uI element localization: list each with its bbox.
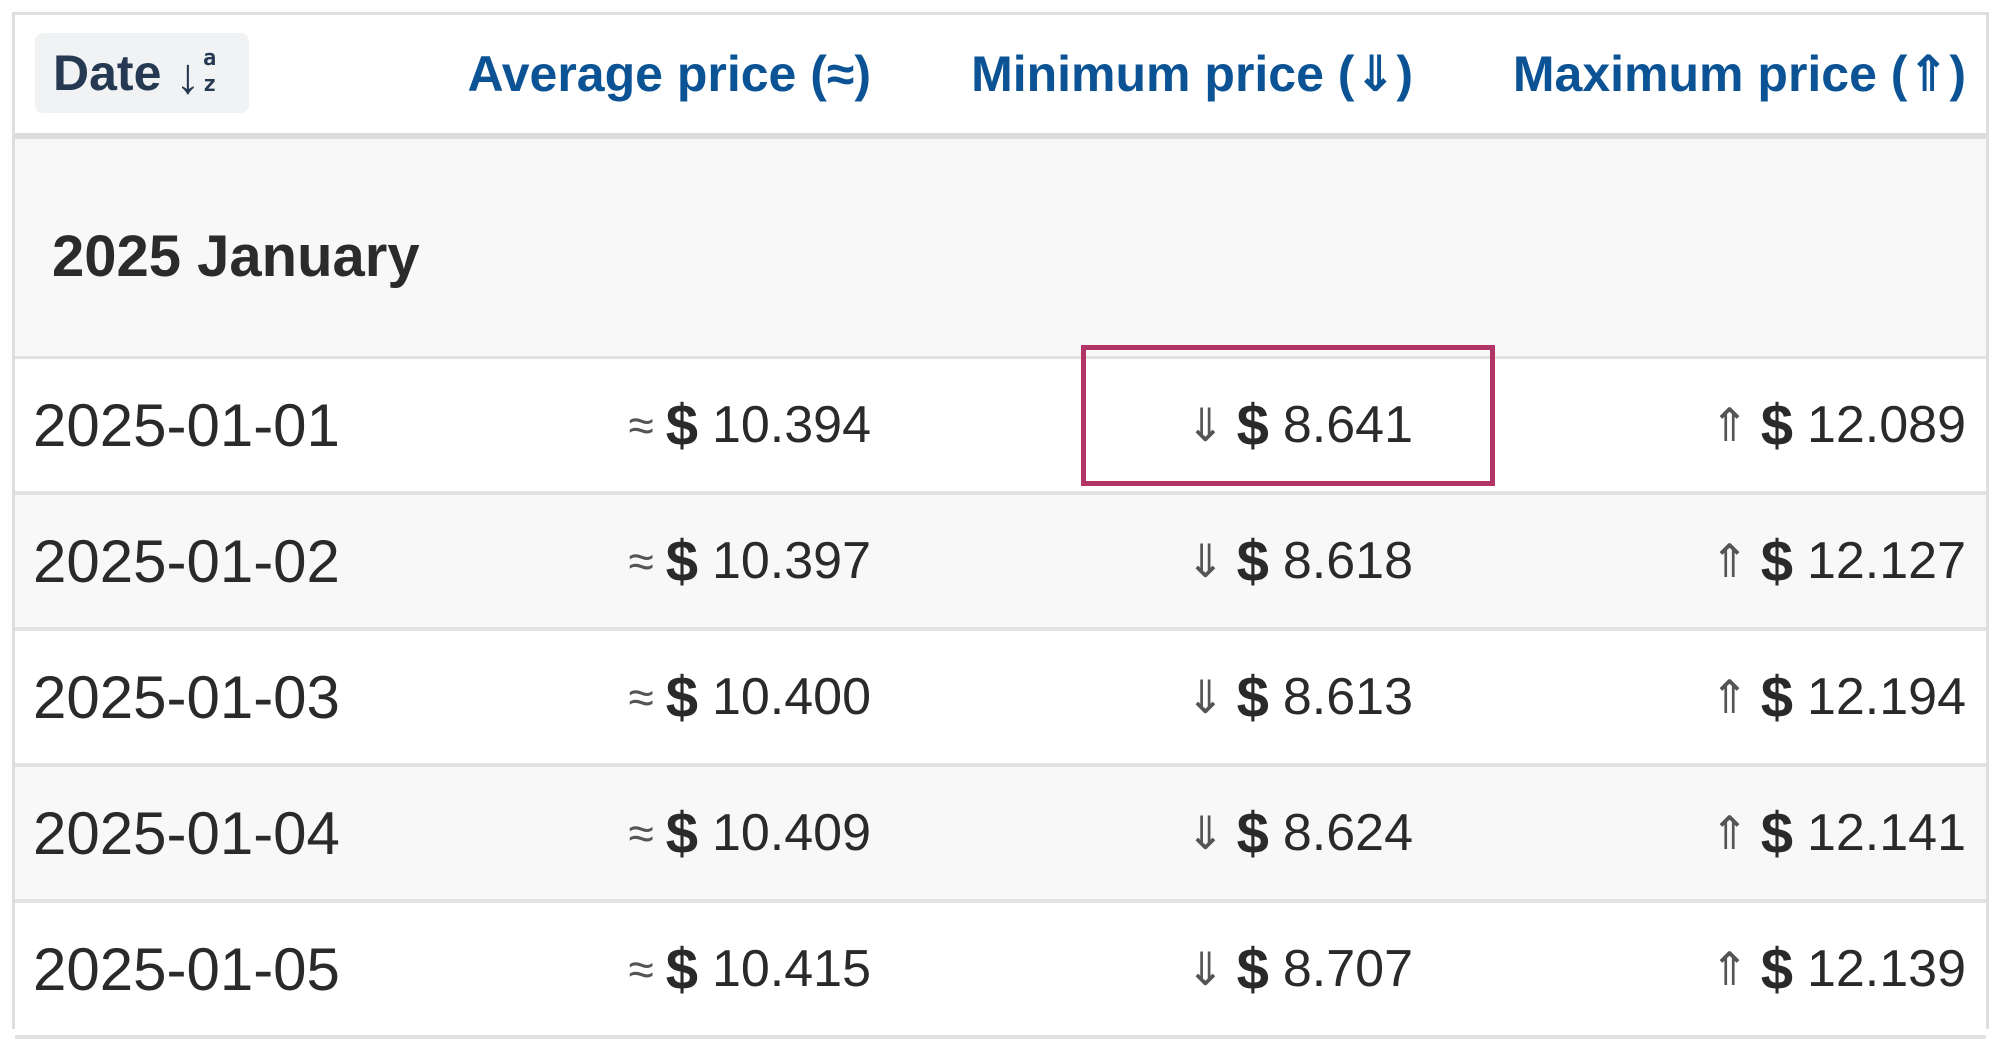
maximum-price-cell: ⇑ $12.139: [1710, 903, 1966, 1035]
date-value: 2025-01-02: [33, 527, 340, 595]
double-down-arrow-icon: ⇓: [1186, 671, 1225, 723]
date-value: 2025-01-01: [33, 391, 340, 459]
currency-symbol: $: [665, 392, 698, 458]
currency-symbol: $: [1760, 664, 1793, 730]
minimum-price-cell: ⇓ $8.613: [1186, 631, 1413, 763]
maximum-price-cell-value: 12.089: [1806, 396, 1966, 454]
double-up-arrow-icon: ⇑: [1710, 943, 1749, 995]
currency-symbol: $: [1236, 664, 1269, 730]
average-price-cell-value: 10.409: [711, 804, 871, 862]
maximum-price-cell: ⇑ $12.089: [1710, 359, 1966, 491]
currency-symbol: $: [1236, 392, 1269, 458]
double-down-arrow-icon: ⇓: [1186, 943, 1225, 995]
date-header-label: Date: [53, 45, 162, 101]
double-up-arrow-icon: ⇑: [1710, 535, 1749, 587]
minimum-price-column-header[interactable]: Minimum price (⇓): [971, 15, 1413, 133]
table-row: 2025-01-02 ≈ $10.397 ⇓ $8.618 ⇑ $12.127: [15, 495, 1986, 631]
table-row: 2025-01-04 ≈ $10.409 ⇓ $8.624 ⇑ $12.141: [15, 767, 1986, 903]
currency-symbol: $: [665, 528, 698, 594]
currency-symbol: $: [1760, 392, 1793, 458]
maximum-price-cell-value: 12.127: [1806, 532, 1966, 590]
currency-symbol: $: [1760, 800, 1793, 866]
date-cell: 2025-01-05: [33, 903, 340, 1035]
minimum-price-cell-value: 8.624: [1282, 804, 1413, 862]
minimum-price-header-label: Minimum price (⇓): [971, 46, 1413, 102]
table-row: 2025-01-05 ≈ $10.415 ⇓ $8.707 ⇑ $12.139: [15, 903, 1986, 1039]
currency-symbol: $: [1236, 936, 1269, 1002]
date-value: 2025-01-04: [33, 799, 340, 867]
double-up-arrow-icon: ⇑: [1710, 671, 1749, 723]
table-row: 2025-01-01 ≈ $10.394 ⇓ $8.641 ⇑ $12.089: [15, 359, 1986, 495]
currency-symbol: $: [1760, 528, 1793, 594]
date-cell: 2025-01-02: [33, 495, 340, 627]
minimum-price-cell-value: 8.618: [1282, 532, 1413, 590]
double-down-arrow-icon: ⇓: [1186, 399, 1225, 451]
average-price-cell: ≈ $10.400: [628, 631, 871, 763]
approx-icon: ≈: [628, 807, 654, 859]
currency-symbol: $: [665, 800, 698, 866]
date-value: 2025-01-05: [33, 935, 340, 1003]
maximum-price-column-header[interactable]: Maximum price (⇑): [1513, 15, 1966, 133]
currency-symbol: $: [665, 664, 698, 730]
maximum-price-cell: ⇑ $12.141: [1710, 767, 1966, 899]
double-up-arrow-icon: ⇑: [1710, 399, 1749, 451]
double-up-arrow-icon: ⇑: [1710, 807, 1749, 859]
svg-text:z: z: [203, 72, 216, 95]
minimum-price-cell: ⇓ $8.707: [1186, 903, 1413, 1035]
maximum-price-cell: ⇑ $12.194: [1710, 631, 1966, 763]
currency-symbol: $: [1236, 800, 1269, 866]
maximum-price-cell: ⇑ $12.127: [1710, 495, 1966, 627]
maximum-price-cell-value: 12.141: [1806, 804, 1966, 862]
currency-symbol: $: [1760, 936, 1793, 1002]
month-group-row: 2025 January: [15, 139, 1986, 359]
date-cell: 2025-01-03: [33, 631, 340, 763]
date-value: 2025-01-03: [33, 663, 340, 731]
table-body: 2025-01-01 ≈ $10.394 ⇓ $8.641 ⇑ $12.089 2025-01…: [15, 359, 1986, 1039]
double-down-arrow-icon: ⇓: [1186, 535, 1225, 587]
date-cell: 2025-01-01: [33, 359, 340, 491]
price-table: Date ↓ a z Average price (≈) Minimum pri…: [12, 12, 1989, 1039]
sort-letters: a z: [201, 45, 221, 101]
approx-icon: ≈: [628, 535, 654, 587]
approx-icon: ≈: [628, 943, 654, 995]
minimum-price-cell: ⇓ $8.641: [1186, 359, 1413, 491]
minimum-price-cell-value: 8.613: [1282, 668, 1413, 726]
approx-icon: ≈: [628, 671, 654, 723]
average-price-column-header[interactable]: Average price (≈): [467, 15, 871, 133]
average-price-cell-value: 10.394: [711, 396, 871, 454]
maximum-price-cell-value: 12.194: [1806, 668, 1966, 726]
date-cell: 2025-01-04: [33, 767, 340, 899]
currency-symbol: $: [665, 936, 698, 1002]
sort-ascending-icon: ↓ a z: [175, 45, 227, 101]
average-price-cell: ≈ $10.409: [628, 767, 871, 899]
table-row: 2025-01-03 ≈ $10.400 ⇓ $8.613 ⇑ $12.194: [15, 631, 1986, 767]
maximum-price-cell-value: 12.139: [1806, 940, 1966, 998]
double-down-arrow-icon: ⇓: [1186, 807, 1225, 859]
minimum-price-cell: ⇓ $8.618: [1186, 495, 1413, 627]
maximum-price-header-label: Maximum price (⇑): [1512, 46, 1966, 102]
average-price-cell: ≈ $10.415: [628, 903, 871, 1035]
svg-text:a: a: [203, 46, 216, 71]
approx-icon: ≈: [628, 399, 654, 451]
average-price-cell: ≈ $10.397: [628, 495, 871, 627]
table-header: Date ↓ a z Average price (≈) Minimum pri…: [15, 15, 1986, 139]
minimum-price-cell-value: 8.707: [1282, 940, 1413, 998]
currency-symbol: $: [1236, 528, 1269, 594]
average-price-cell: ≈ $10.394: [628, 359, 871, 491]
average-price-header-label: Average price (≈): [467, 46, 871, 102]
minimum-price-cell-value: 8.641: [1282, 396, 1413, 454]
average-price-cell-value: 10.415: [711, 940, 871, 998]
month-group-title: 2025 January: [52, 224, 420, 289]
average-price-cell-value: 10.397: [711, 532, 871, 590]
average-price-cell-value: 10.400: [711, 668, 871, 726]
minimum-price-cell: ⇓ $8.624: [1186, 767, 1413, 899]
date-column-header[interactable]: Date ↓ a z: [35, 33, 250, 113]
